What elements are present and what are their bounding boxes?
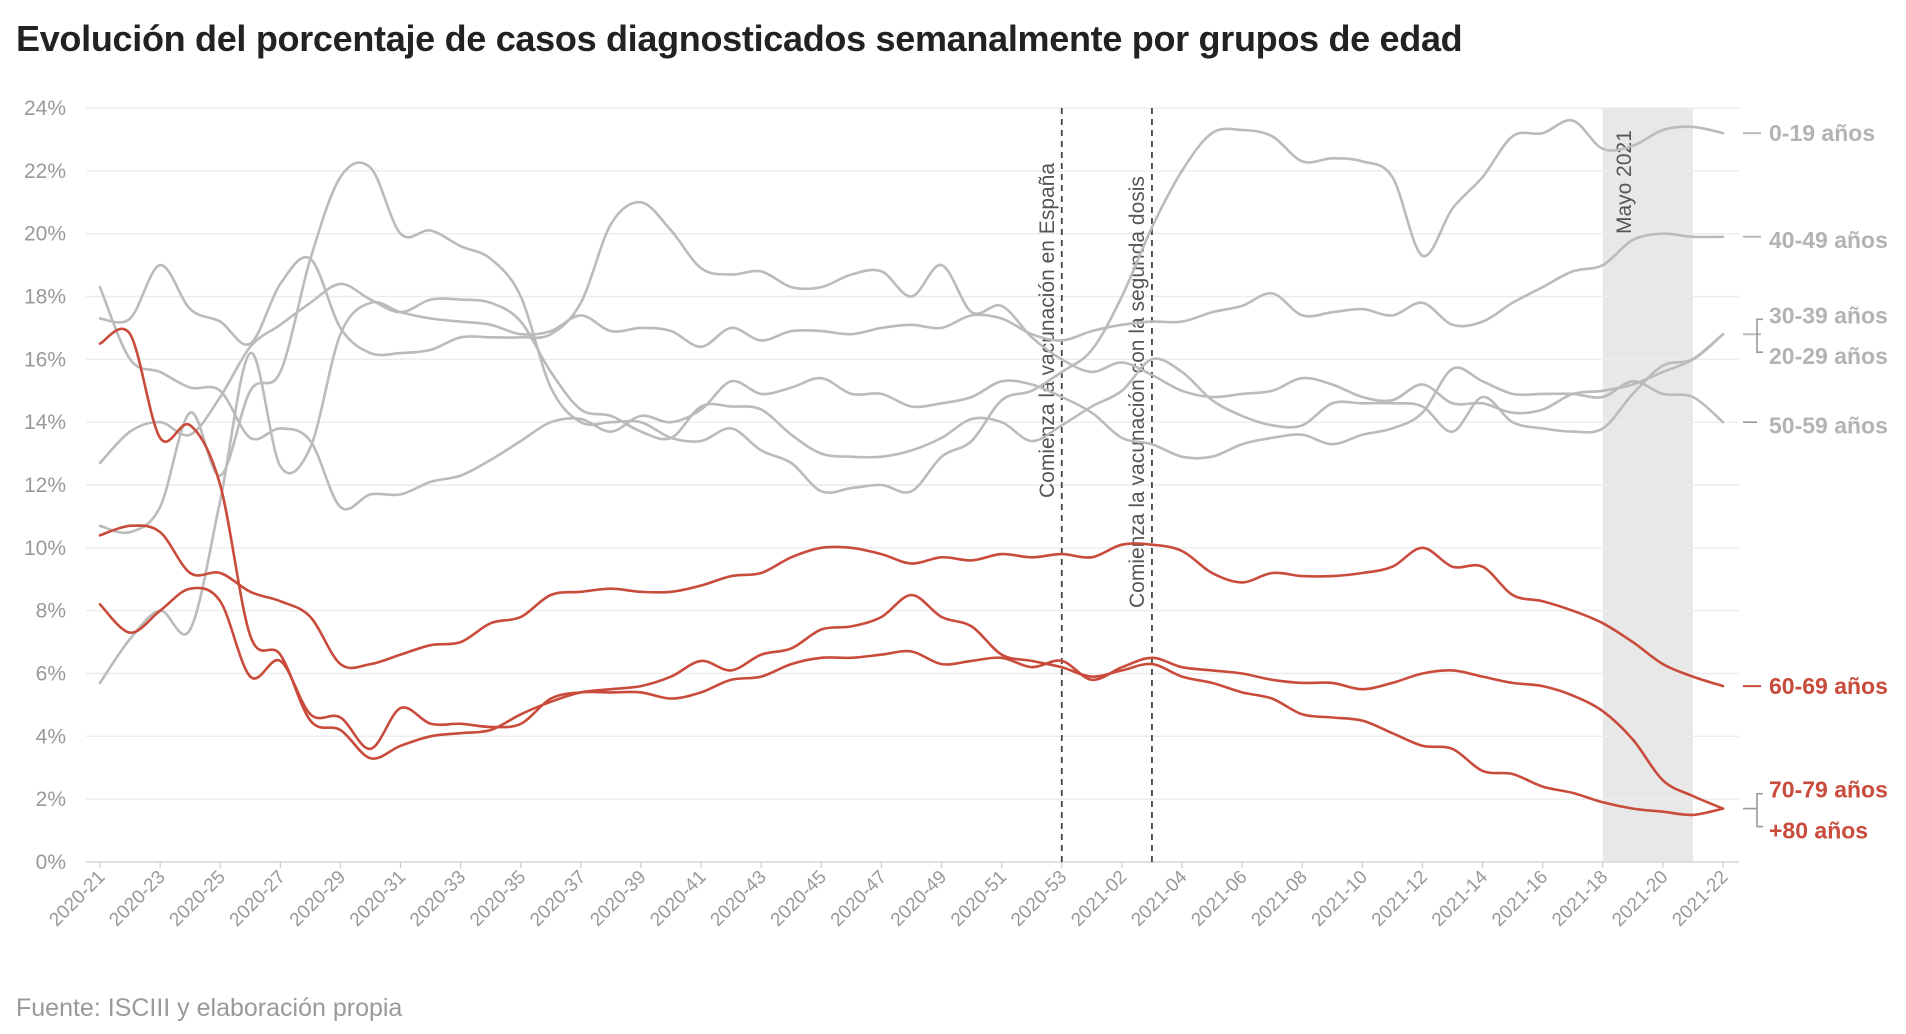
x-tick-label: 2021-06 [1187,867,1251,931]
band-label: Mayo 2021 [1613,130,1636,234]
x-tick-label: 2020-29 [286,867,350,931]
y-tick-label: 20% [24,223,66,246]
y-tick-label: 16% [24,348,66,371]
x-tick-label: 2020-21 [45,867,109,931]
x-tick-label: 2020-23 [105,867,169,931]
y-tick-label: 4% [36,725,66,748]
vline-label-0: Comienza la vacunación en España [1036,163,1059,498]
chart-title: Evolución del porcentaje de casos diagno… [16,18,1463,59]
series-line-40-49-a-os [98,200,1725,415]
y-tick-label: 0% [36,851,66,874]
x-tick-label: 2020-53 [1007,867,1071,931]
label-bracket-30-20 [1743,318,1763,423]
y-tick-label: 6% [36,663,66,686]
y-tick-label: 2% [36,788,66,811]
x-tick-label: 2020-37 [526,867,590,931]
series-line-50-59-a-os [98,118,1725,535]
series-line-80-a-os [98,327,1725,817]
muted-series-lines [98,118,1725,685]
x-tick-label: 2020-39 [586,867,650,931]
series-line-30-39-a-os [98,285,1725,511]
end-label-60-69-a-os: 60-69 años [1769,673,1888,699]
end-label-70-79-a-os: 70-79 años [1769,777,1888,803]
y-tick-label: 8% [36,600,66,623]
y-tick-label: 12% [24,474,66,497]
y-tick-label: 14% [24,411,66,434]
x-tick-label: 2021-14 [1428,866,1492,930]
x-tick-label: 2020-47 [827,867,891,931]
end-label-80-a-os: +80 años [1769,818,1868,844]
x-tick-label: 2020-45 [767,867,831,931]
y-tick-label: 10% [24,537,66,560]
x-tick-label: 2021-16 [1488,867,1552,931]
series-line-60-69-a-os [98,524,1725,688]
x-tick-label: 2020-41 [646,867,710,931]
end-label-30-39-a-os: 30-39 años [1769,302,1888,328]
x-tick-label: 2020-27 [226,867,290,931]
end-label-40-49-a-os: 40-49 años [1769,227,1888,253]
end-label-0-19-a-os: 0-19 años [1769,120,1875,146]
x-axis: 2020-212020-232020-252020-272020-292020-… [45,862,1733,931]
x-tick-label: 2021-02 [1067,867,1131,931]
end-label-20-29-a-os: 20-29 años [1769,343,1888,369]
x-tick-label: 2021-18 [1548,867,1612,931]
x-tick-label: 2021-12 [1368,867,1432,931]
x-tick-label: 2021-08 [1248,867,1312,931]
x-tick-label: 2020-25 [166,867,230,931]
x-tick-label: 2020-33 [406,867,470,931]
vline-label-1: Comienza la vacunación con la segunda do… [1126,176,1149,608]
x-tick-label: 2021-10 [1308,867,1372,931]
end-label-50-59-a-os: 50-59 años [1769,412,1888,438]
annotations: Comienza la vacunación en España Comienza… [1036,108,1636,862]
y-tick-label: 24% [24,97,66,120]
highlighted-series-lines [98,327,1725,817]
gridlines [86,107,1739,863]
x-tick-label: 2020-31 [346,867,410,931]
x-tick-label: 2020-35 [466,867,530,931]
series-line-0-19-a-os [98,232,1725,685]
label-bracket-70-80 [1743,792,1763,828]
x-tick-label: 2021-22 [1668,867,1732,931]
y-tick-label: 18% [24,286,66,309]
y-tick-label: 22% [24,160,66,183]
series-line-20-29-a-os [98,282,1725,465]
end-labels: 0-19 años 40-49 años 30-39 años 20-29 años 5… [1743,120,1888,844]
series-line-70-79-a-os [98,586,1725,810]
x-tick-label: 2020-43 [707,867,771,931]
source-note: Fuente: ISCIII y elaboración propia [16,994,403,1022]
x-tick-label: 2021-20 [1608,867,1672,931]
x-tick-label: 2021-04 [1127,866,1191,930]
x-tick-label: 2020-51 [947,867,1011,931]
y-axis: 0% 2% 4% 6% 8% 10% 12% 14% 16% 18% 20% 22% 24% [24,97,66,874]
x-tick-label: 2020-49 [887,867,951,931]
